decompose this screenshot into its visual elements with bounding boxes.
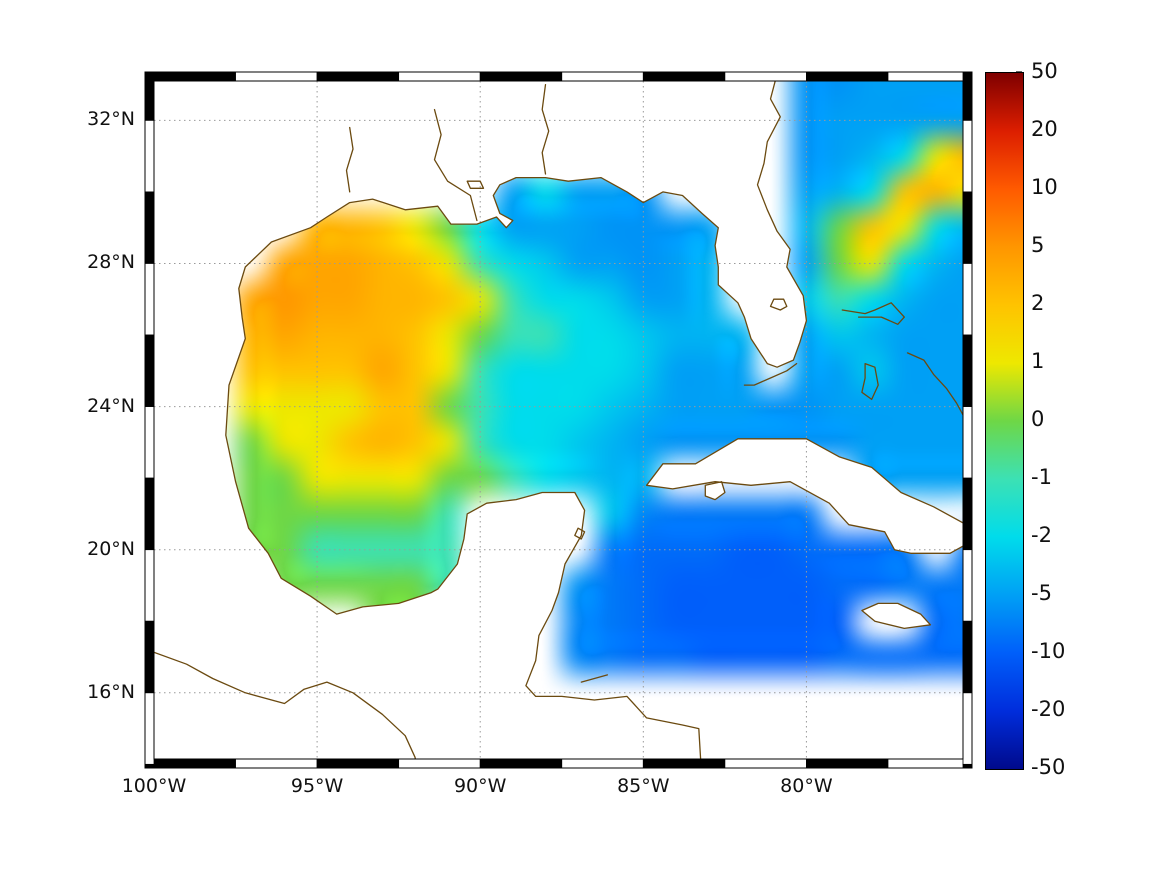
colorbar-tick-label: -50 — [1031, 755, 1066, 779]
zebra-segment — [144, 119, 155, 193]
zebra-segment — [962, 549, 973, 622]
zebra-segment — [144, 334, 155, 407]
y-tick-label: 32°N — [87, 108, 135, 131]
x-tick-label: 90°W — [453, 775, 507, 797]
zebra-segment — [887, 758, 970, 769]
zebra-segment — [806, 71, 889, 82]
zebra-segment — [724, 71, 807, 82]
zebra-segment — [398, 71, 481, 82]
zebra-segment — [144, 71, 155, 121]
zebra-segment — [144, 620, 155, 694]
zebra-segment — [479, 71, 563, 82]
x-tick-label: 80°W — [780, 775, 833, 797]
zebra-segment — [235, 71, 318, 82]
zebra-segment — [962, 406, 973, 479]
y-tick-label: 24°N — [87, 394, 135, 417]
zebra-segment — [144, 758, 236, 769]
zebra-segment — [316, 758, 400, 769]
zebra-segment — [887, 71, 970, 82]
zebra-segment — [144, 71, 236, 82]
colorbar-tick-label: 1 — [1031, 349, 1045, 373]
zebra-segment — [642, 71, 726, 82]
colorbar-tick-label: -10 — [1031, 639, 1066, 663]
zebra-segment — [962, 263, 973, 336]
zebra-segment — [479, 758, 563, 769]
x-tick-label: 100°W — [121, 775, 187, 797]
zebra-segment — [962, 763, 973, 769]
colorbar-tick-label: -20 — [1031, 697, 1066, 721]
zebra-segment — [144, 191, 155, 264]
x-tick-label: 85°W — [617, 775, 670, 797]
zebra-segment — [144, 477, 155, 551]
colorbar-tick-label: -2 — [1031, 523, 1052, 547]
zebra-segment — [806, 758, 889, 769]
colorbar-tick-label: 5 — [1031, 233, 1045, 257]
x-tick-label: 95°W — [290, 775, 344, 797]
zebra-segment — [969, 758, 973, 769]
colorbar-tick-label: -5 — [1031, 581, 1052, 605]
zebra-segment — [235, 758, 318, 769]
colorbar-tick-label: 0 — [1031, 407, 1045, 431]
colorbar-tick-label: 50 — [1031, 59, 1058, 83]
colorbar-tick-label: 10 — [1031, 175, 1058, 199]
zebra-segment — [962, 191, 973, 264]
colorbar-tick-label: 20 — [1031, 117, 1058, 141]
colorbar-tick-label: 2 — [1031, 291, 1045, 315]
zebra-segment — [962, 692, 973, 765]
zebra-segment — [144, 763, 155, 769]
zebra-segment — [962, 71, 973, 121]
zebra-segment — [144, 692, 155, 765]
zebra-segment — [642, 758, 726, 769]
zebra-segment — [962, 620, 973, 694]
heatmap-canvas — [154, 81, 963, 759]
zebra-segment — [144, 406, 155, 479]
zebra-segment — [962, 334, 973, 407]
zebra-segment — [144, 263, 155, 336]
colorbar-tick-label: -1 — [1031, 465, 1052, 489]
zebra-segment — [561, 758, 644, 769]
zebra-segment — [561, 71, 644, 82]
y-tick-label: 28°N — [87, 251, 135, 274]
colorbar — [985, 72, 1024, 770]
zebra-segment — [144, 549, 155, 622]
zebra-segment — [962, 477, 973, 551]
y-tick-label: 20°N — [87, 537, 135, 560]
zebra-segment — [398, 758, 481, 769]
zebra-segment — [969, 71, 973, 82]
y-tick-label: 16°N — [87, 680, 135, 703]
zebra-segment — [724, 758, 807, 769]
zebra-segment — [962, 119, 973, 193]
zebra-segment — [316, 71, 400, 82]
